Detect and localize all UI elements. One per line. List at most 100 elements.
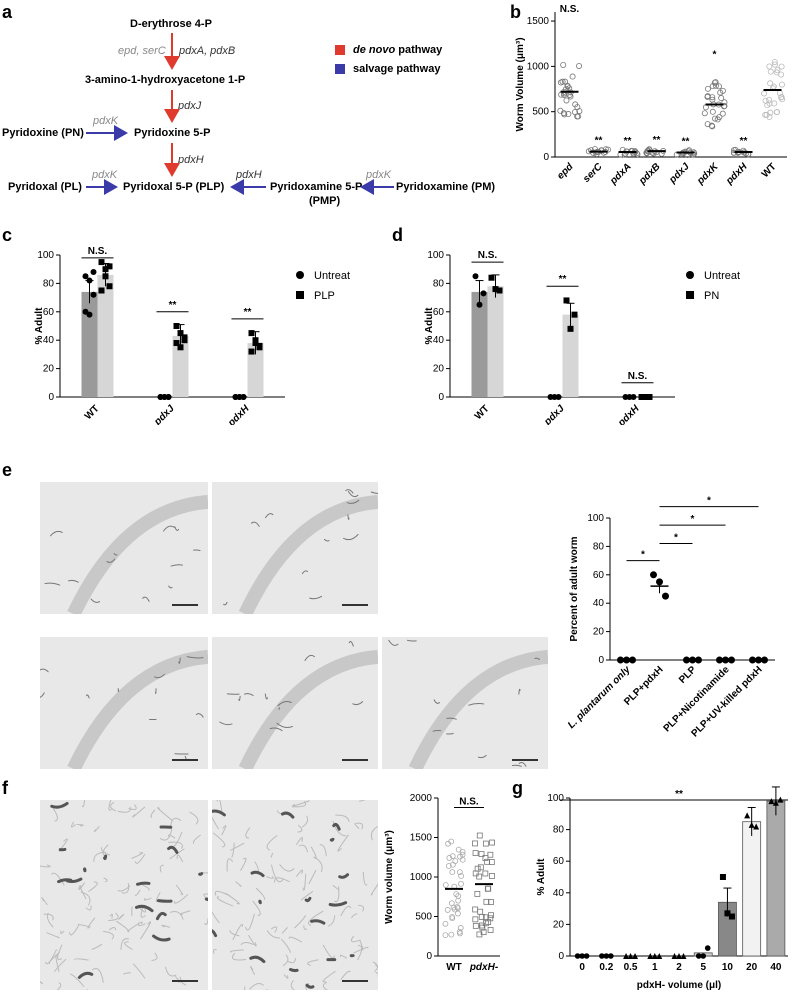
significance-mark: **	[682, 136, 690, 147]
cell-outline	[340, 970, 351, 980]
data-point	[767, 109, 774, 116]
data-point	[721, 99, 728, 106]
data-point	[721, 103, 728, 110]
data-point	[442, 882, 449, 888]
data-point	[555, 394, 562, 400]
data-point	[603, 953, 610, 959]
data-point	[768, 798, 775, 805]
x-tick-label: 40	[770, 962, 782, 973]
worm	[77, 971, 94, 979]
cell-outline	[305, 983, 310, 990]
data-point	[631, 150, 638, 157]
cell-outline	[87, 917, 96, 929]
y-tick-label: 2000	[410, 793, 433, 804]
micrograph-image	[40, 800, 208, 990]
data-point	[642, 394, 649, 400]
cell-outline	[270, 852, 274, 858]
bar	[487, 286, 504, 397]
cell-outline	[108, 912, 119, 922]
worm	[433, 699, 440, 704]
micrograph-plp: PLP	[40, 637, 208, 769]
cell-outline	[252, 900, 261, 917]
cell-outline	[55, 954, 60, 972]
cell-outline	[77, 923, 89, 927]
legend-label: PN	[704, 290, 719, 302]
cell-outline	[176, 854, 184, 863]
cell-outline	[281, 927, 288, 934]
worm	[135, 904, 154, 913]
y-tick-label: 100	[547, 793, 564, 804]
cell-outline	[288, 936, 303, 943]
data-point	[482, 840, 489, 847]
data-point	[638, 394, 645, 400]
worm	[534, 657, 540, 660]
data-point	[778, 81, 785, 88]
data-point	[627, 953, 634, 959]
cell-outline	[41, 897, 48, 906]
cell-outline	[91, 943, 103, 950]
data-point	[711, 79, 718, 86]
data-point	[488, 274, 495, 281]
cell-outline	[226, 858, 234, 872]
worm	[49, 530, 63, 537]
data-point	[565, 111, 572, 118]
data-point	[695, 953, 702, 959]
enzyme-epd-serc: epd, serC	[118, 45, 166, 57]
data-point	[560, 110, 567, 117]
chart-worm-volume-f: 0 500 1000 1500 2000 Worm volume (μm³) WT pdxH-…	[384, 793, 500, 973]
worm	[136, 881, 151, 886]
worm	[212, 929, 218, 938]
scale-bar	[342, 759, 368, 761]
data-point	[712, 79, 719, 86]
data-point	[102, 273, 109, 280]
worm	[345, 489, 354, 494]
data-point	[181, 334, 188, 341]
cell-outline	[266, 876, 274, 879]
cell-outline	[60, 930, 65, 935]
data-point	[445, 863, 452, 869]
cell-outline	[169, 848, 185, 860]
x-tick-label: pdxB	[636, 161, 662, 187]
x-tick-label: L. plantarum only	[566, 664, 633, 731]
worm	[332, 822, 341, 831]
cell-outline	[245, 827, 251, 839]
cell-outline	[40, 980, 43, 985]
cell-outline	[240, 857, 247, 872]
cell-outline	[159, 864, 164, 873]
cell-outline	[322, 970, 336, 983]
cell-outline	[302, 873, 307, 891]
cell-outline	[189, 811, 199, 825]
y-axis-label: % Adult	[536, 858, 547, 896]
cell-outline	[140, 905, 146, 918]
bar	[742, 821, 762, 957]
data-point	[676, 953, 682, 959]
cell-outline	[124, 941, 133, 951]
legend-salvage-swatch	[335, 64, 345, 75]
data-point	[482, 855, 489, 861]
worm	[265, 513, 274, 519]
cell-outline	[108, 926, 117, 931]
cell-outline	[310, 846, 317, 859]
data-point	[651, 953, 658, 959]
data-point	[476, 873, 483, 880]
cell-outline	[314, 856, 323, 873]
data-point	[455, 897, 462, 904]
worm	[276, 722, 294, 729]
data-point	[472, 850, 479, 857]
worm	[518, 762, 527, 767]
worm	[154, 673, 165, 679]
cell-outline	[69, 924, 80, 936]
significance-mark: *	[713, 49, 717, 60]
cell-outline	[139, 921, 152, 940]
y-tick-label: 20	[43, 364, 55, 375]
data-point	[442, 932, 449, 939]
cell-outline	[230, 949, 244, 953]
bar	[766, 800, 786, 957]
cell-outline	[221, 825, 227, 836]
data-point	[86, 277, 93, 284]
x-tick-label: 0	[579, 962, 585, 973]
x-tick-label: 0.5	[624, 962, 638, 973]
data-point	[709, 83, 716, 90]
cell-outline	[230, 842, 245, 851]
micrograph-image	[223, 489, 378, 614]
